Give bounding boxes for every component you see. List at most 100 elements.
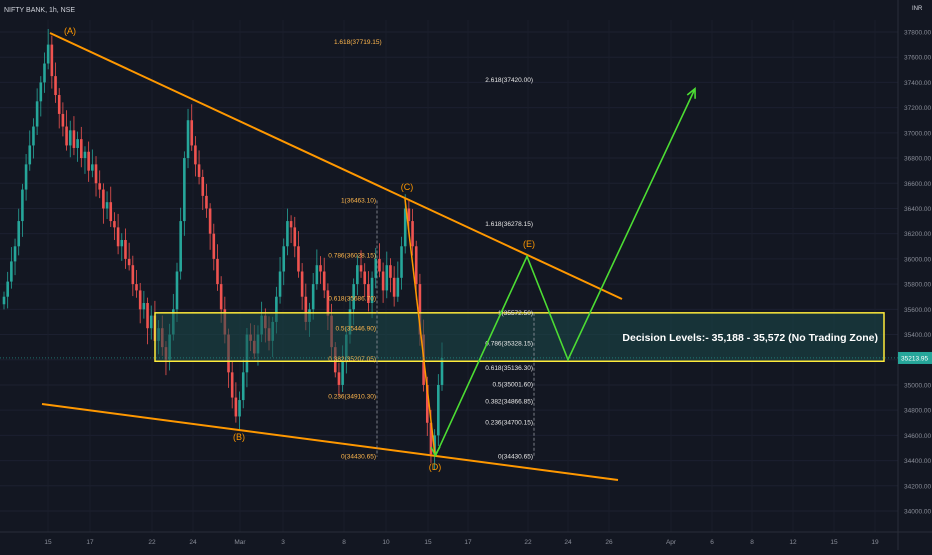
candle-body (289, 221, 293, 228)
wave-label-d: (D) (429, 462, 442, 472)
candle-body (407, 208, 411, 222)
candle-body (352, 284, 355, 310)
y-tick-label: 36800.00 (904, 156, 931, 163)
fib-right-label: 0(34430.65) (498, 454, 533, 461)
candle-body (311, 284, 315, 310)
y-tick-label: 34800.00 (904, 408, 931, 415)
candle-body (241, 372, 245, 401)
candle-body (381, 271, 385, 291)
x-tick-label: 22 (148, 539, 156, 546)
symbol-title: NIFTY BANK, 1h, NSE (4, 7, 75, 14)
candle-body (186, 120, 190, 159)
candle-body (91, 164, 94, 171)
x-tick-label: 22 (524, 539, 532, 546)
candle-body (6, 281, 9, 297)
candle-body (94, 164, 98, 184)
candle-body (234, 397, 238, 417)
y-tick-label: 36000.00 (904, 256, 931, 263)
candle-body (28, 145, 32, 165)
wave-label-e: (E) (523, 239, 535, 249)
x-tick-label: 17 (464, 539, 472, 546)
y-tick-label: 35400.00 (904, 332, 931, 339)
current-price-badge (898, 351, 932, 364)
y-tick-label: 37400.00 (904, 80, 931, 87)
candle-body (175, 271, 179, 310)
candle-body (400, 246, 403, 278)
x-tick-label: 8 (342, 539, 346, 546)
current-price-label: 35213.95 (901, 355, 928, 362)
x-tick-label: 10 (382, 539, 390, 546)
candle-body (418, 284, 422, 335)
candle-body (46, 44, 50, 64)
y-tick-label: 36200.00 (904, 231, 931, 238)
candle-body (124, 239, 127, 259)
candle-body (403, 208, 407, 247)
candle-body (10, 261, 13, 282)
fib-right-label: 2.618(37420.00) (485, 77, 533, 84)
candle-body (39, 82, 43, 102)
candle-body (322, 271, 326, 291)
candle-body (411, 221, 414, 247)
candle-body (131, 265, 135, 285)
y-tick-label: 34400.00 (904, 458, 931, 465)
y-tick-label: 37000.00 (904, 130, 931, 137)
fib-right-label: 1.618(36278.15) (485, 221, 533, 228)
candle-body (230, 372, 234, 398)
candle-body (109, 202, 113, 222)
candle-body (201, 176, 205, 196)
candle-body (2, 296, 6, 305)
upper-trendline (49, 32, 623, 300)
y-tick-label: 36600.00 (904, 181, 931, 188)
candle-body (378, 258, 381, 272)
candle-body (437, 384, 440, 436)
candle-body (337, 372, 341, 385)
candle-body (32, 126, 35, 146)
candle-body (61, 113, 65, 127)
candle-body (183, 158, 186, 222)
x-tick-label: 17 (86, 539, 94, 546)
y-tick-label: 34000.00 (904, 509, 931, 516)
candle-body (385, 265, 389, 291)
fib-right-label: 0.236(34700.15) (485, 420, 533, 427)
x-tick-label: 12 (789, 539, 797, 546)
fib-left-label: 0.236(34910.30) (328, 393, 376, 400)
fib-left-label: 0.618(35686.70) (328, 295, 376, 302)
candle-body (76, 139, 79, 148)
x-tick-label: 6 (710, 539, 714, 546)
candle-body (105, 202, 109, 209)
zone-label: Decision Levels:- 35,188 - 35,572 (No Tr… (622, 332, 878, 344)
projection-start-tip (430, 446, 441, 457)
candle-body (79, 139, 83, 159)
candle-body (425, 384, 429, 423)
candle-body (142, 303, 146, 310)
x-tick-label: 15 (44, 539, 52, 546)
fib-layer: 1.618(37719.15) 1(36463.10) 0.786(36028.15… (328, 39, 535, 461)
candle-body (359, 265, 363, 272)
candle-body (179, 221, 182, 272)
candle-body (35, 101, 39, 127)
candle-body (319, 265, 322, 272)
fib-right-label: 0.618(35136.30) (485, 365, 533, 372)
candle-body (282, 246, 286, 272)
wave-labels-layer: (A) (B) (C) (D) (E) (64, 26, 535, 472)
candle-body (197, 164, 201, 177)
x-tick-label: 24 (189, 539, 197, 546)
candle-body (21, 189, 24, 222)
candle-body (370, 277, 374, 304)
x-tick-label: 8 (750, 539, 754, 546)
x-tick-label: Apr (666, 539, 677, 546)
wave-label-a: (A) (64, 26, 76, 36)
x-tick-label: 19 (871, 539, 879, 546)
candle-body (216, 258, 219, 285)
y-tick-label: 37600.00 (904, 55, 931, 62)
fib-right-label: 1(35572.50) (498, 310, 533, 317)
candle-body (367, 284, 370, 304)
x-tick-label: 15 (830, 539, 838, 546)
fib-right-label: 0.786(35328.15) (485, 341, 533, 348)
candle-body (24, 164, 28, 190)
candle-body (146, 303, 149, 329)
candle-body (363, 271, 367, 285)
candle-body (65, 126, 68, 146)
